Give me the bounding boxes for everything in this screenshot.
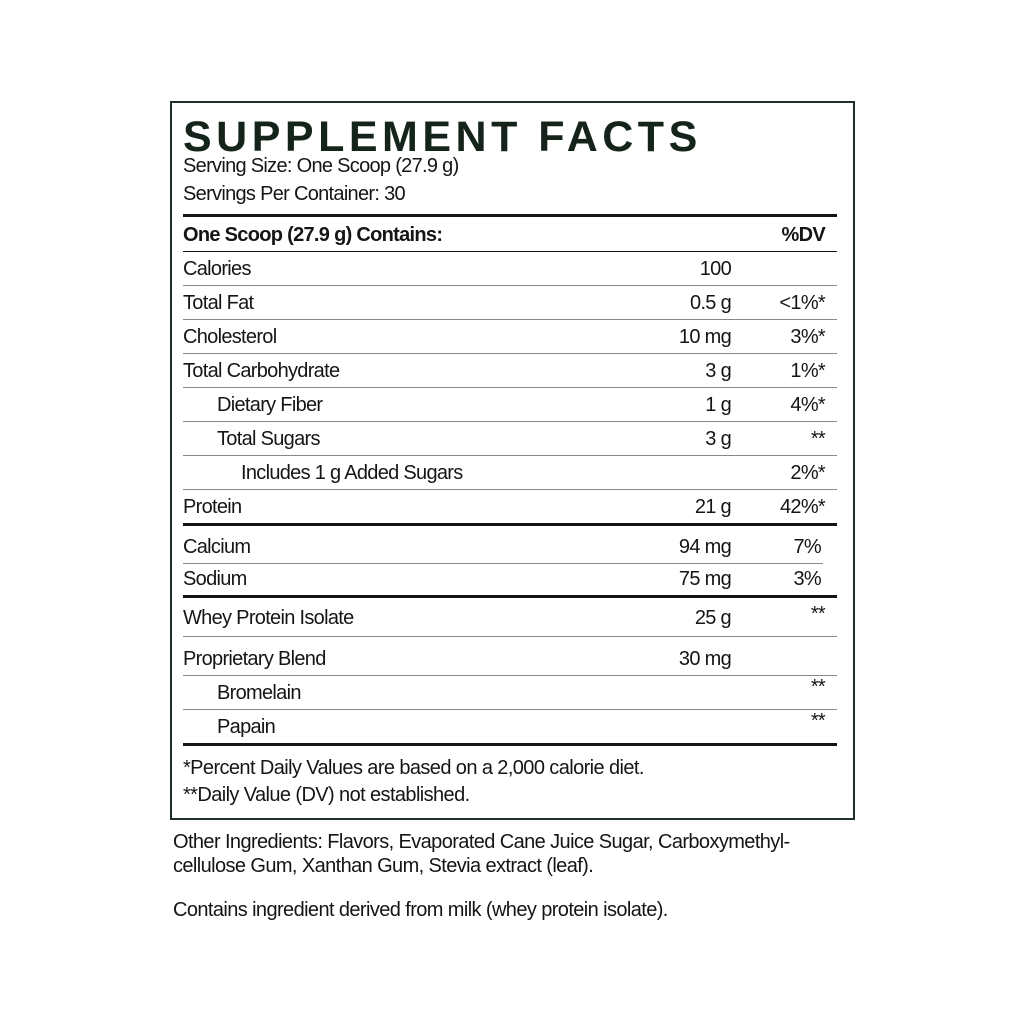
row-name: Proprietary Blend: [183, 648, 326, 670]
row-name: Whey Protein Isolate: [183, 607, 354, 629]
row-amount: 30 mg: [678, 648, 732, 670]
footnote-dv: *Percent Daily Values are based on a 2,0…: [183, 757, 644, 779]
row-dv: 42%*: [779, 496, 826, 518]
row-name: Calories: [183, 258, 251, 280]
nutrient-table: One Scoop (27.9 g) Contains: %DV Calorie…: [183, 214, 837, 746]
table-row: Cholesterol 10 mg 3%*: [183, 320, 837, 354]
row-amount: 10 mg: [678, 326, 732, 348]
serving-size: Serving Size: One Scoop (27.9 g): [183, 155, 459, 177]
row-dv: **: [810, 710, 826, 732]
panel-title: SUPPLEMENT FACTS: [183, 113, 702, 161]
table-row: Protein 21 g 42%*: [183, 490, 837, 526]
footnote-not-established: **Daily Value (DV) not established.: [183, 784, 470, 806]
other-ingredients-line-1: Other Ingredients: Flavors, Evaporated C…: [173, 831, 790, 853]
row-amount: 0.5 g: [690, 292, 732, 314]
row-dv: 2%*: [790, 462, 825, 484]
table-row: Papain **: [183, 710, 837, 746]
table-row: Dietary Fiber 1 g 4%*: [183, 388, 837, 422]
table-header: One Scoop (27.9 g) Contains: %DV: [183, 217, 837, 252]
row-amount: 100: [699, 258, 732, 280]
row-name: Total Carbohydrate: [183, 360, 340, 382]
table-row: Proprietary Blend 30 mg: [183, 637, 837, 676]
row-dv: 1%*: [790, 360, 825, 382]
row-dv: <1%*: [779, 292, 825, 314]
row-amount: 25 g: [694, 607, 732, 629]
row-amount: 1 g: [705, 394, 731, 416]
row-name: Includes 1 g Added Sugars: [241, 462, 463, 484]
row-name: Calcium: [183, 536, 251, 558]
row-amount: 94 mg: [678, 536, 732, 558]
supplement-facts-panel: SUPPLEMENT FACTS Serving Size: One Scoop…: [170, 101, 855, 820]
table-row: Total Carbohydrate 3 g 1%*: [183, 354, 837, 388]
row-name: Total Sugars: [217, 428, 320, 450]
row-name: Dietary Fiber: [217, 394, 323, 416]
row-dv: 3%: [793, 568, 821, 590]
table-row: Calcium 94 mg 7%: [183, 526, 823, 564]
row-name: Total Fat: [183, 292, 254, 314]
row-dv: 4%*: [790, 394, 825, 416]
row-amount: 3 g: [705, 428, 731, 450]
row-name: Sodium: [183, 568, 247, 590]
table-row: Calories 100: [183, 252, 837, 286]
row-dv: **: [810, 428, 826, 450]
row-amount: 75 mg: [678, 568, 732, 590]
table-row: Bromelain **: [183, 676, 837, 710]
row-dv: 7%: [793, 536, 821, 558]
table-row: Sodium 75 mg 3%: [183, 564, 837, 598]
header-dv: %DV: [781, 224, 826, 246]
row-dv: **: [810, 603, 826, 625]
other-ingredients-line-2: cellulose Gum, Xanthan Gum, Stevia extra…: [173, 855, 594, 877]
header-label: One Scoop (27.9 g) Contains:: [183, 224, 443, 246]
allergen-statement: Contains ingredient derived from milk (w…: [173, 899, 668, 921]
servings-per-container: Servings Per Container: 30: [183, 183, 406, 205]
row-name: Cholesterol: [183, 326, 277, 348]
row-name: Bromelain: [217, 682, 301, 704]
row-name: Papain: [217, 716, 276, 738]
table-row: Includes 1 g Added Sugars 2%*: [183, 456, 837, 490]
row-dv: 3%*: [790, 326, 825, 348]
row-dv: **: [810, 676, 826, 698]
row-name: Protein: [183, 496, 242, 518]
row-amount: 21 g: [694, 496, 732, 518]
row-amount: 3 g: [705, 360, 731, 382]
table-row: Total Sugars 3 g **: [183, 422, 837, 456]
table-row: Whey Protein Isolate 25 g **: [183, 598, 837, 637]
table-row: Total Fat 0.5 g <1%*: [183, 286, 837, 320]
